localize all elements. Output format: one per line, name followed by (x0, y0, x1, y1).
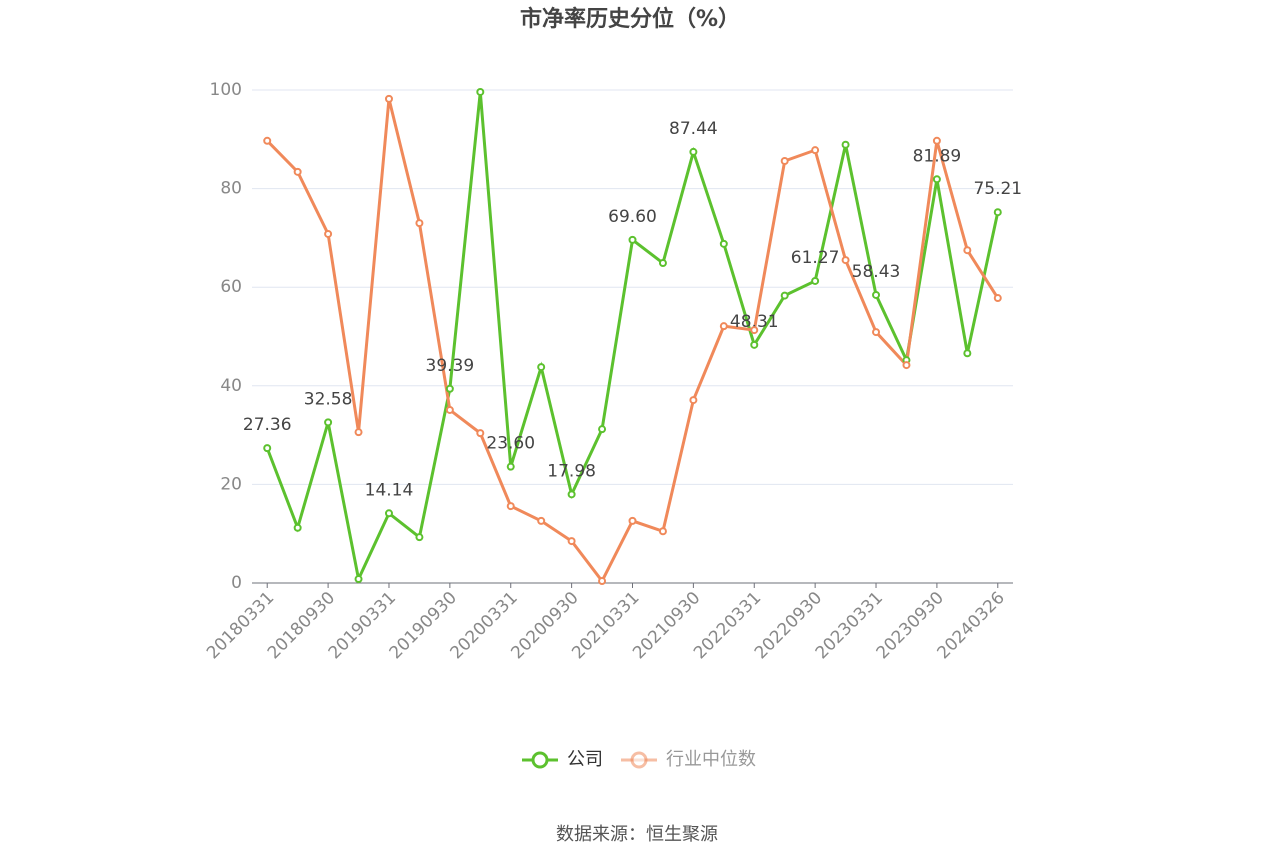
data-label: 75.21 (973, 179, 1022, 199)
data-point (841, 256, 850, 265)
data-label: 87.44 (669, 119, 718, 139)
data-point (415, 533, 424, 542)
data-point (841, 140, 850, 149)
series-line (266, 98, 1000, 584)
data-label: 58.43 (852, 262, 901, 282)
data-point (476, 429, 485, 438)
data-point (993, 294, 1002, 303)
data-point (506, 502, 515, 511)
data-label: 69.60 (608, 207, 657, 227)
y-tick-label: 60 (220, 277, 242, 297)
legend-label: 行业中位数 (666, 749, 756, 770)
data-point (628, 516, 637, 525)
data-point (963, 246, 972, 255)
data-label: 32.58 (304, 389, 353, 409)
data-point (598, 577, 607, 586)
data-point (384, 509, 393, 518)
data-point (750, 340, 759, 349)
data-point (324, 418, 333, 427)
data-point (628, 235, 637, 244)
series-line (265, 91, 1000, 584)
y-tick-label: 20 (220, 474, 242, 494)
data-point (780, 291, 789, 300)
y-tick-label: 40 (220, 376, 242, 396)
data-point (811, 146, 820, 155)
data-label: 23.60 (486, 434, 535, 454)
y-tick-label: 100 (210, 80, 242, 100)
data-point (719, 322, 728, 331)
data-point (263, 444, 272, 453)
data-point (445, 405, 454, 414)
data-point (658, 527, 667, 536)
data-point (293, 523, 302, 532)
data-point (598, 425, 607, 434)
y-tick-label: 80 (220, 179, 242, 199)
legend-label: 公司 (567, 749, 603, 770)
data-point (506, 462, 515, 471)
data-point (658, 259, 667, 268)
data-point (872, 328, 881, 337)
data-point (932, 175, 941, 184)
data-label: 27.36 (243, 415, 292, 435)
data-label: 39.39 (426, 356, 475, 376)
legend-marker (630, 751, 648, 769)
source: 数据来源：恒生聚源 (556, 824, 718, 845)
legend-marker (531, 751, 549, 769)
data-point (537, 363, 546, 372)
data-point (354, 428, 363, 437)
data-point (963, 349, 972, 358)
data-point (537, 516, 546, 525)
data-point (263, 136, 272, 145)
data-point (872, 290, 881, 299)
data-point (354, 575, 363, 584)
data-point (476, 87, 485, 96)
data-label: 14.14 (365, 480, 414, 500)
data-point (993, 208, 1002, 217)
data-point (689, 147, 698, 156)
data-label: 17.98 (547, 461, 596, 481)
data-point (415, 219, 424, 228)
chart-title: 市净率历史分位（%） (520, 6, 740, 32)
data-point (811, 276, 820, 285)
data-point (780, 156, 789, 165)
data-point (384, 94, 393, 103)
data-label: 61.27 (791, 248, 840, 268)
data-label: 48.31 (730, 312, 779, 332)
data-point (932, 136, 941, 145)
data-label: 81.89 (913, 146, 962, 166)
data-point (689, 396, 698, 405)
data-point (567, 490, 576, 499)
data-point (719, 239, 728, 248)
data-point (750, 326, 759, 335)
data-point (293, 167, 302, 176)
y-tick-label: 0 (231, 573, 242, 593)
data-point (445, 384, 454, 393)
data-point (902, 361, 911, 370)
data-point (324, 229, 333, 238)
data-point (567, 537, 576, 546)
